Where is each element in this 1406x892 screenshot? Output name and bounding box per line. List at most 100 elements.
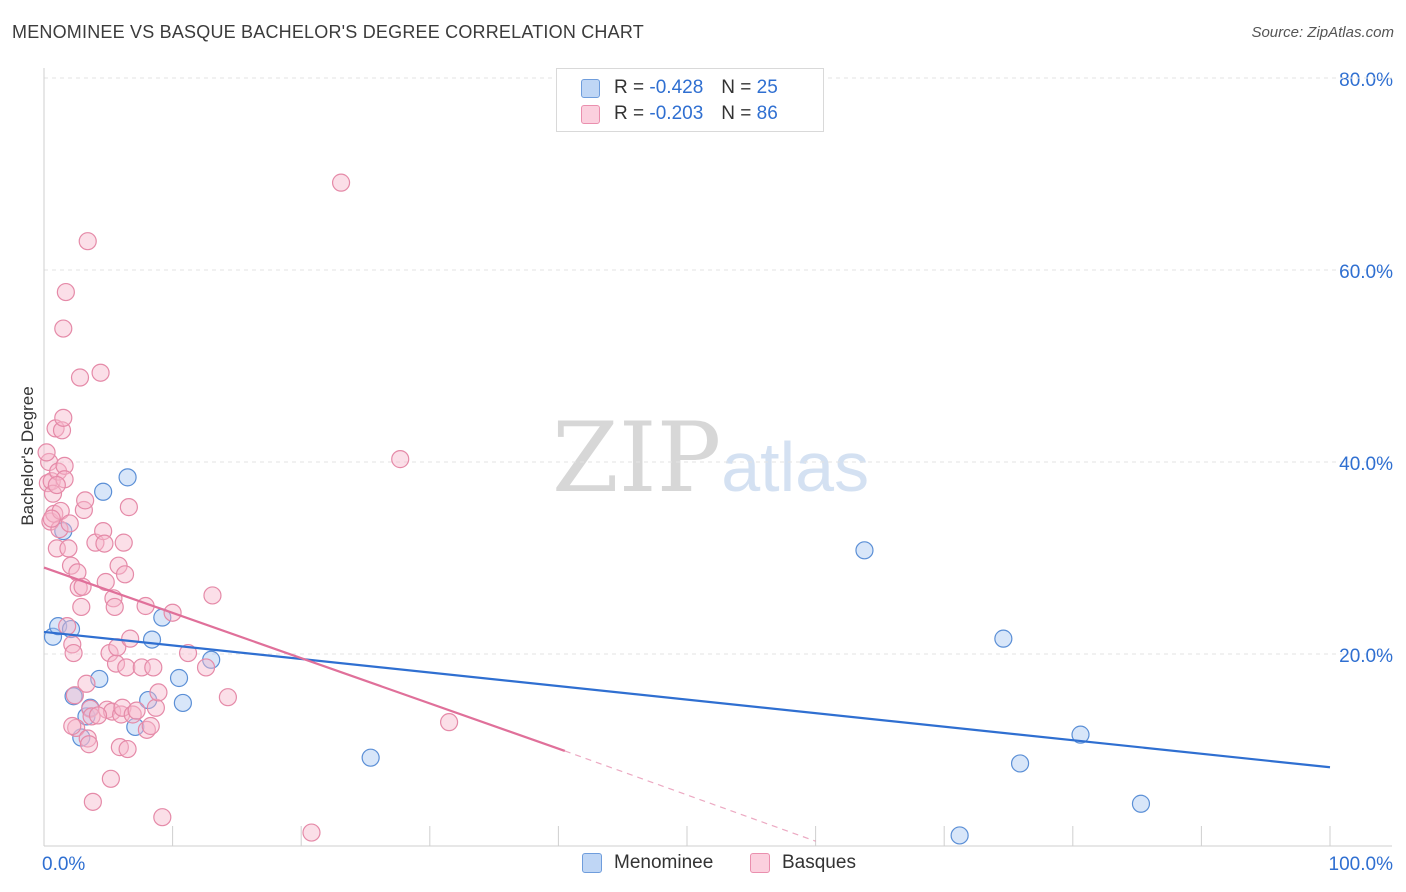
basques-point: [72, 597, 91, 617]
basques-point: [127, 701, 146, 720]
menominee-point: [118, 468, 137, 487]
basques-point: [149, 683, 168, 702]
stats-row-menominee: R = -0.428 N = 25: [581, 76, 778, 100]
basques-point: [76, 491, 95, 510]
basques-trend-extension: [564, 750, 816, 842]
basques-swatch: [581, 104, 600, 124]
basques-point: [83, 792, 102, 811]
basques-point: [65, 686, 84, 705]
basques-point: [54, 319, 73, 338]
basques-point: [59, 539, 78, 558]
basques-point: [55, 456, 74, 475]
basques-point: [70, 368, 90, 387]
watermark-zip: ZIP: [552, 402, 722, 514]
menominee-point: [361, 748, 380, 767]
basques-point: [121, 629, 140, 648]
basques-point: [144, 658, 163, 677]
legend-menominee-label: Menominee: [614, 852, 714, 873]
x-tick-label: 0.0%: [42, 854, 85, 875]
basques-point: [153, 808, 172, 827]
basques-point: [37, 443, 56, 462]
basques-n-value: 86: [756, 103, 778, 124]
basques-point: [119, 498, 138, 517]
basques-point: [74, 500, 93, 520]
basques-point: [82, 707, 101, 726]
basques-point: [58, 617, 77, 636]
basques-point: [78, 729, 97, 748]
basques-point: [54, 408, 73, 427]
basques-point: [61, 556, 81, 575]
menominee-point: [64, 687, 83, 706]
menominee-point: [139, 690, 158, 710]
basques-point: [114, 533, 133, 552]
basques-point: [391, 450, 410, 469]
basques-point: [117, 658, 136, 677]
basques-point: [141, 716, 160, 736]
basques-point: [331, 173, 351, 192]
menominee-point: [1131, 794, 1151, 813]
basques-point: [47, 475, 66, 495]
legend-item-basques[interactable]: Basques: [750, 852, 856, 874]
menominee-trend-line: [43, 630, 1331, 769]
menominee-point: [94, 482, 113, 501]
basques-point: [60, 514, 79, 533]
basques-point: [439, 713, 459, 732]
basques-r-label: R =: [614, 103, 645, 124]
basques-point: [79, 735, 99, 754]
source-label: Source: ZipAtlas.com: [1251, 24, 1394, 41]
basques-n-label: N =: [721, 103, 752, 124]
x-tick-label: 100.0%: [1329, 854, 1394, 875]
basques-point: [302, 823, 321, 842]
basques-point: [96, 572, 115, 592]
legend-basques-label: Basques: [782, 852, 856, 873]
menominee-r-label: R =: [614, 77, 645, 98]
basques-point: [95, 534, 114, 553]
basques-point: [105, 597, 124, 617]
basques-point: [64, 643, 83, 663]
basques-point: [115, 565, 135, 584]
basques-point: [42, 509, 61, 528]
stats-row-basques: R = -0.203 N = 86: [581, 102, 778, 126]
y-tick-label: 80.0%: [1339, 70, 1393, 91]
watermark-atlas: atlas: [721, 428, 870, 506]
menominee-n-label: N =: [721, 77, 752, 98]
menominee-point: [855, 541, 874, 560]
menominee-point: [950, 826, 969, 845]
menominee-swatch: [581, 78, 600, 98]
menominee-point: [994, 629, 1013, 648]
menominee-point: [1010, 754, 1030, 773]
basques-point: [78, 232, 97, 251]
menominee-n-value: 25: [756, 77, 778, 98]
basques-point: [113, 698, 132, 717]
chart-title: MENOMINEE VS BASQUE BACHELOR'S DEGREE CO…: [12, 22, 644, 42]
basques-r-value: -0.203: [649, 103, 704, 124]
basques-trend-line: [43, 566, 566, 752]
basques-point: [101, 769, 120, 788]
basques-point: [77, 674, 96, 693]
legend-menominee-swatch: [582, 853, 602, 873]
basques-point: [88, 706, 108, 725]
y-tick-label: 60.0%: [1339, 262, 1393, 283]
y-tick-label: 40.0%: [1339, 454, 1393, 475]
basques-point: [63, 716, 82, 736]
watermark: ZIPatlas: [552, 402, 869, 514]
basques-point: [178, 643, 198, 663]
basques-point: [118, 739, 137, 759]
basques-point: [43, 484, 63, 503]
legend: Menominee Basques: [0, 852, 1406, 878]
stats-box: R = -0.428 N = 25 R = -0.203 N = 86: [556, 68, 824, 132]
legend-basques-swatch: [750, 853, 770, 873]
basques-point: [68, 563, 87, 582]
basques-point: [56, 282, 75, 302]
menominee-r-value: -0.428: [649, 77, 704, 98]
basques-point: [218, 688, 237, 707]
basques-point: [146, 698, 165, 717]
menominee-point: [1071, 725, 1090, 744]
basques-point: [91, 363, 110, 382]
menominee-point: [173, 693, 192, 713]
legend-item-menominee[interactable]: Menominee: [582, 852, 713, 874]
menominee-point: [169, 668, 189, 688]
basques-point: [203, 586, 222, 605]
menominee-point: [142, 630, 162, 649]
